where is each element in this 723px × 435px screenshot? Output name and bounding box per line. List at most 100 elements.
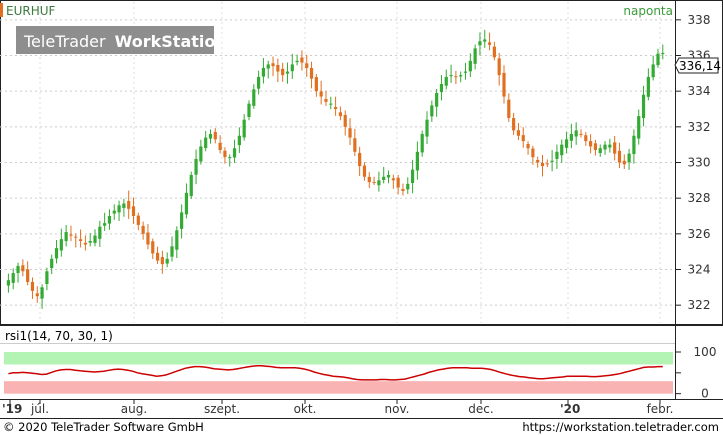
candle-body [406,183,410,190]
candle-body [540,162,545,167]
candle-body [545,163,549,165]
candle-body [300,57,304,63]
candle-body [372,182,376,184]
candle-body [348,128,352,138]
candle-body [16,265,20,274]
time-tick-label: júl. [30,402,49,416]
time-tick-label: '20 [560,402,580,416]
candle-body [6,280,11,286]
candle-body [290,64,294,72]
price-tick-label: 338 [688,13,711,27]
watermark-text: TeleTrader WorkStation [23,32,227,51]
time-tick-label: febr. [647,402,674,416]
price-tick-label: 330 [688,156,711,170]
candle-body [295,60,299,63]
candle-body [155,252,160,261]
candle-body [261,67,266,77]
candle-body [435,92,439,107]
candle-body [656,53,660,66]
candle-body [218,142,222,151]
price-tick-label: 326 [688,227,711,241]
candle-body [420,133,424,153]
price-tick-label: 324 [688,263,711,277]
candle-body [651,64,655,78]
candle-body [497,58,501,76]
candle-body [98,226,102,239]
candle-body [257,76,261,89]
candle-body [603,144,607,150]
rsi-line [8,365,663,381]
candle-body [637,116,641,139]
candle-body [574,130,578,137]
candle-body [69,234,73,236]
candle-body [151,241,155,254]
candle-body [632,135,636,155]
candle-body [247,103,251,117]
copyright-text: © 2020 TeleTrader Software GmbH [3,420,204,434]
candle-body [531,148,535,158]
time-tick-label: okt. [294,402,317,416]
candle-body [613,142,617,154]
candle-body [377,180,381,186]
time-tick-label: szept. [204,402,240,416]
candle-body [117,205,121,213]
candle-body [26,269,30,282]
candle-body [338,112,343,117]
candle-body [473,48,477,64]
candle-body [59,239,63,251]
candle-body [160,257,164,265]
candle-body [584,135,588,142]
candle-body [107,216,112,224]
candle-body [661,53,665,55]
candle-body [502,72,506,97]
candle-body [512,118,516,131]
candle-body [564,139,569,148]
candle-body [242,119,246,138]
candle-body [593,143,598,151]
candle-body [463,71,468,73]
candle-body [175,230,179,250]
candle-body [569,133,573,141]
candle-body [492,46,496,58]
candle-body [555,151,559,159]
candle-body [367,176,371,183]
candle-body [324,98,328,102]
candle-body [170,246,174,257]
candle-body [454,76,458,78]
candle-body [285,71,290,74]
candle-body [608,144,612,148]
candle-body [252,89,256,106]
candle-body [617,150,622,163]
candle-body [232,148,237,158]
candle-body [30,281,35,291]
candle-body [598,148,602,154]
candle-body [127,200,131,209]
candle-body [228,157,232,159]
candle-body [579,133,583,135]
candle-body [401,189,405,192]
candle-body [146,232,150,245]
candle-body [459,75,463,77]
candle-body [78,239,83,241]
overbought-band [4,352,673,365]
candle-body [430,105,434,117]
candle-body [362,165,367,177]
candle-body [516,130,521,136]
candle-body [319,91,323,97]
candle-body [353,138,357,152]
candle-body [343,115,347,127]
candle-body [444,76,448,86]
rsi-tick-label: 100 [694,345,717,359]
candle-body [141,225,145,234]
indicator-label: rsi1(14, 70, 30, 1) [5,329,113,343]
candle-body [131,206,136,216]
candle-body [560,144,564,156]
candle-body [415,151,419,171]
candle-body [223,150,227,158]
candle-body [189,174,193,197]
candle-body [74,236,78,238]
candle-body [358,152,362,167]
candle-body [50,258,54,269]
source-url[interactable]: https://workstation.teletrader.com [522,420,719,434]
